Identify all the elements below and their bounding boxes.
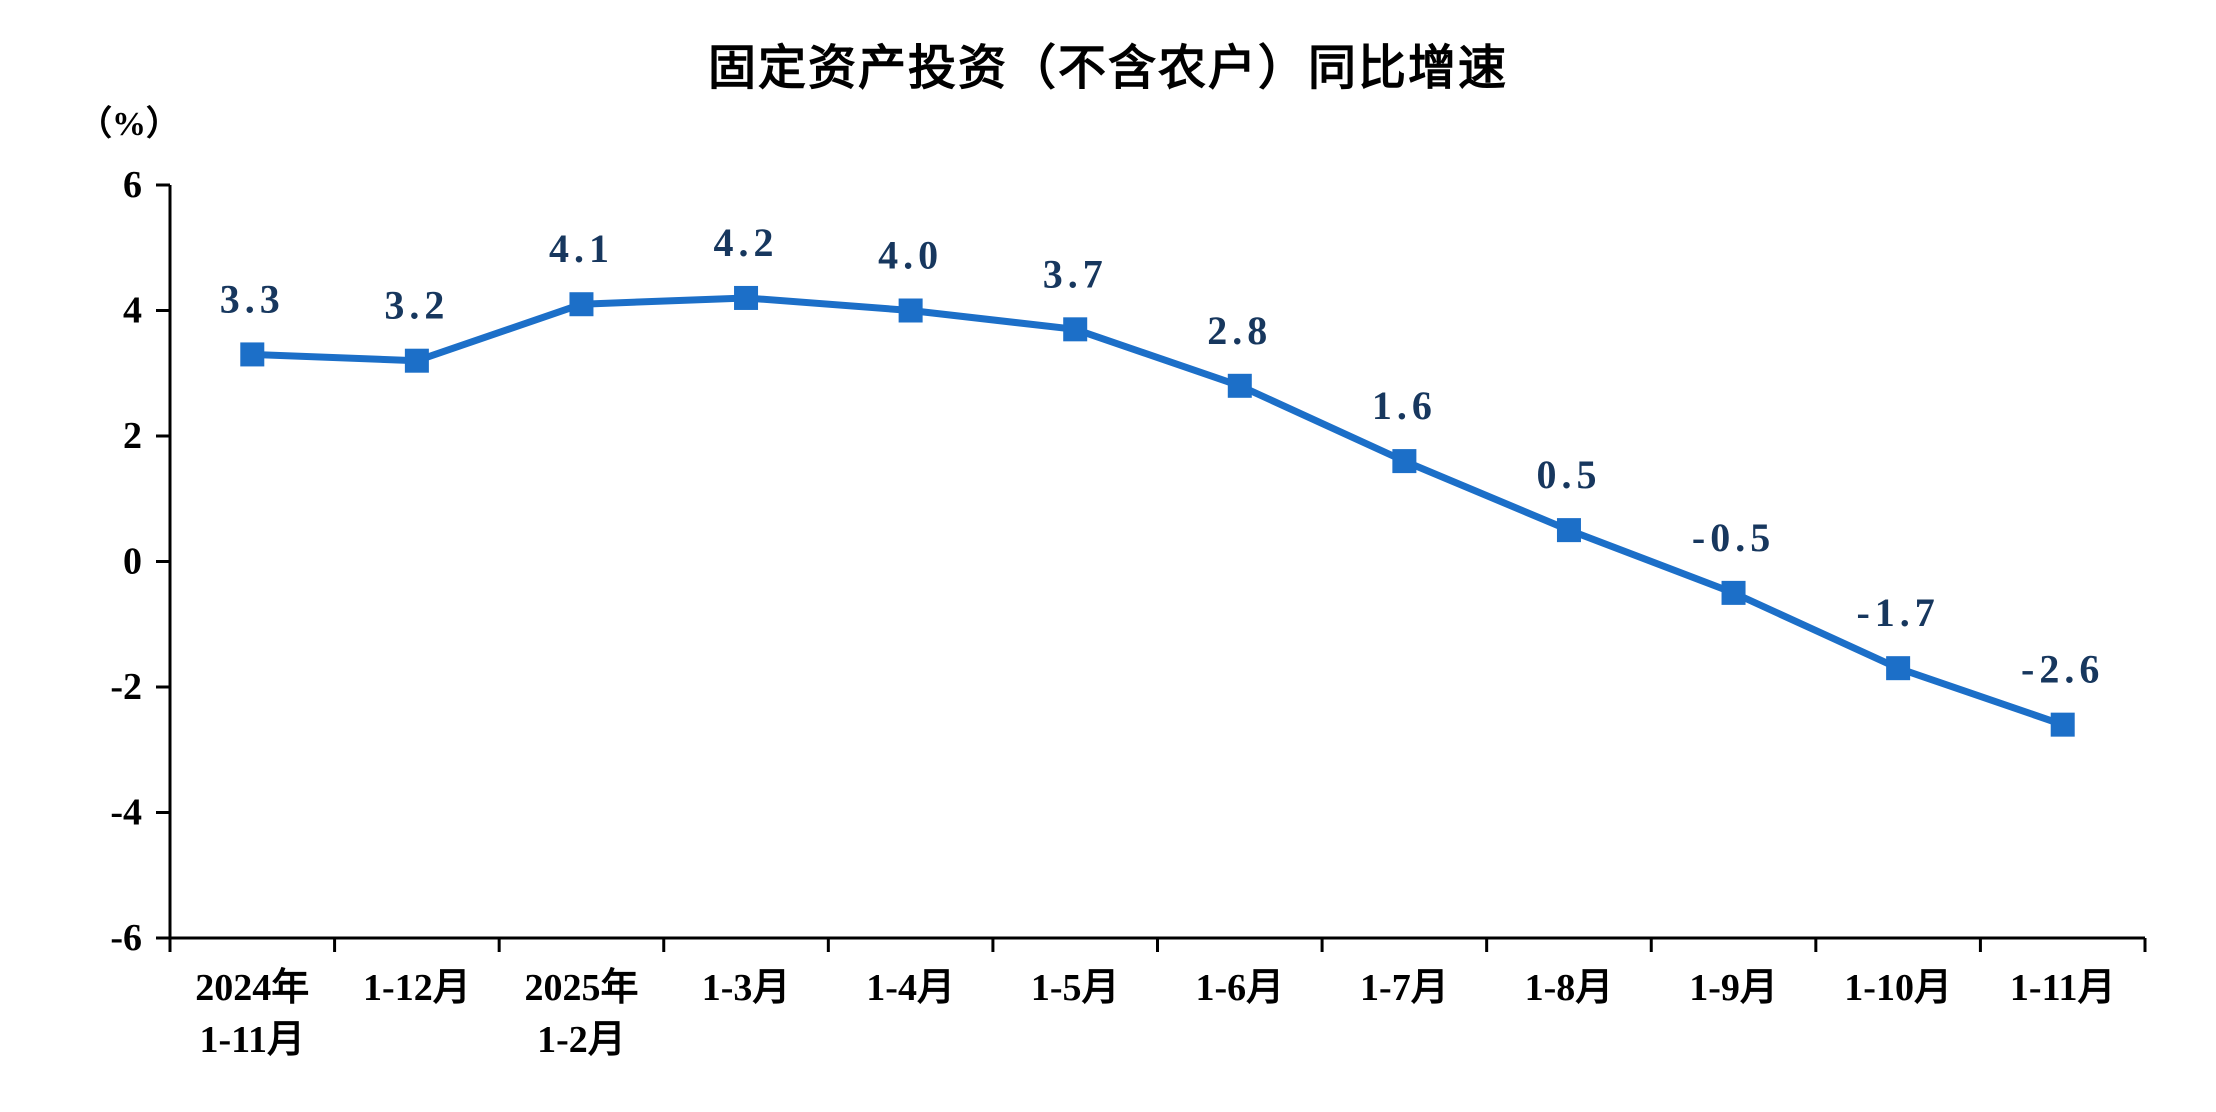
data-point-marker <box>734 285 759 310</box>
data-point-label: 0.5 <box>1536 452 1601 497</box>
x-category-label: 1-11月 <box>2010 967 2116 1009</box>
data-point-marker <box>240 342 265 367</box>
y-tick-label: 4 <box>123 290 142 332</box>
data-point-label: -1.7 <box>1856 590 1939 635</box>
data-point-label: -2.6 <box>2021 647 2104 692</box>
x-category-label: 1-3月 <box>702 967 791 1009</box>
x-category-label: 1-5月 <box>1031 967 1120 1009</box>
data-point-label: 3.2 <box>384 283 449 328</box>
data-point-marker <box>569 292 594 317</box>
x-category-label: 1-6月 <box>1195 967 1284 1009</box>
data-point-marker <box>1886 656 1911 681</box>
x-category-label: 1-8月 <box>1525 967 1614 1009</box>
x-category-label: 2025年 1-2月 <box>524 967 638 1061</box>
y-tick-label: 6 <box>123 164 142 206</box>
data-point-label: 4.2 <box>714 220 779 265</box>
data-point-marker <box>404 348 429 373</box>
data-point-label: 3.7 <box>1043 251 1108 296</box>
y-tick-label: -6 <box>110 917 142 959</box>
y-tick-label: -4 <box>110 792 142 834</box>
y-tick-label: -2 <box>110 666 142 708</box>
x-category-label: 2024年 1-11月 <box>195 967 309 1061</box>
x-category-label: 1-10月 <box>1844 967 1952 1009</box>
y-axis-unit-label: （%） <box>78 106 180 143</box>
data-point-marker <box>1392 449 1417 474</box>
y-tick-label: 2 <box>123 415 142 457</box>
data-point-marker <box>1227 373 1252 398</box>
data-point-label: 1.6 <box>1372 383 1437 428</box>
data-point-marker <box>2050 712 2075 737</box>
data-point-marker <box>898 298 923 323</box>
data-point-label: 2.8 <box>1207 308 1272 353</box>
data-line <box>248 294 2067 729</box>
data-point-marker <box>1063 317 1088 342</box>
y-tick-label: 0 <box>123 541 142 583</box>
data-point-marker <box>1721 580 1746 605</box>
x-category-label: 1-4月 <box>866 967 955 1009</box>
data-point-label: 3.3 <box>220 276 285 321</box>
x-category-label: 1-7月 <box>1360 967 1449 1009</box>
x-category-label: 1-9月 <box>1689 967 1778 1009</box>
data-point-label: 4.1 <box>549 226 614 271</box>
chart-title: 固定资产投资（不含农户）同比增速 <box>707 42 1508 95</box>
data-point-label: -0.5 <box>1692 515 1775 560</box>
data-point-marker <box>1556 518 1581 543</box>
data-point-label: 4.0 <box>878 233 943 278</box>
x-category-label: 1-12月 <box>363 967 471 1009</box>
